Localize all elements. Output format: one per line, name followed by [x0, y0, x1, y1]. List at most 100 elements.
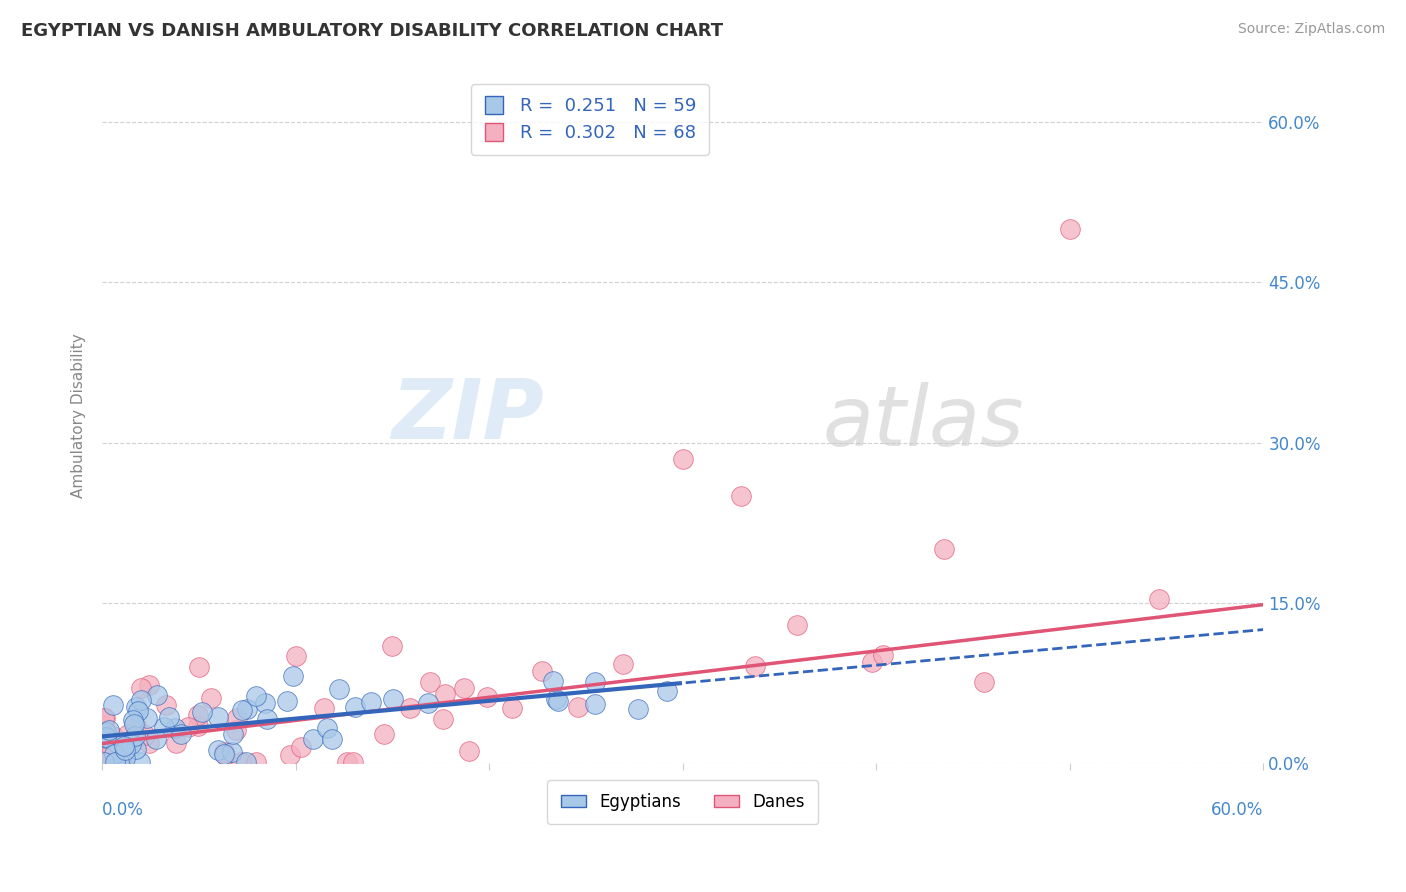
Point: [146, 688, 169, 702]
Point: [135, 710, 157, 724]
Point: [170, 727, 193, 741]
Point: [104, 754, 127, 768]
Point: [94, 755, 117, 769]
Point: [191, 705, 214, 719]
Point: [1059, 222, 1081, 236]
Point: [93, 719, 115, 733]
Point: [231, 703, 253, 717]
Point: [221, 745, 243, 759]
Point: [530, 664, 553, 678]
Text: 60.0%: 60.0%: [1211, 800, 1264, 819]
Point: [138, 736, 160, 750]
Point: [373, 727, 395, 741]
Point: [672, 451, 695, 466]
Point: [125, 719, 148, 733]
Point: [544, 691, 567, 706]
Point: [382, 692, 405, 706]
Point: [932, 542, 955, 557]
Point: [165, 736, 187, 750]
Point: [730, 489, 752, 503]
Point: [134, 728, 156, 742]
Point: [786, 618, 808, 632]
Point: [583, 674, 606, 689]
Point: [381, 639, 404, 653]
Point: [276, 694, 298, 708]
Point: [290, 739, 312, 754]
Point: [245, 755, 267, 769]
Point: [94, 730, 117, 744]
Point: [419, 675, 441, 690]
Point: [101, 729, 124, 743]
Point: [567, 700, 589, 714]
Point: [103, 747, 125, 761]
Point: [112, 739, 135, 753]
Point: [98, 723, 121, 738]
Text: EGYPTIAN VS DANISH AMBULATORY DISABILITY CORRELATION CHART: EGYPTIAN VS DANISH AMBULATORY DISABILITY…: [21, 22, 723, 40]
Point: [245, 690, 267, 704]
Point: [138, 678, 160, 692]
Point: [145, 732, 167, 747]
Point: [225, 723, 247, 737]
Point: [283, 669, 305, 683]
Point: [1147, 592, 1170, 607]
Point: [284, 649, 307, 664]
Point: [541, 674, 564, 689]
Point: [153, 720, 176, 734]
Point: [973, 674, 995, 689]
Point: [122, 716, 145, 731]
Point: [207, 710, 229, 724]
Point: [93, 711, 115, 725]
Point: [177, 720, 200, 734]
Point: [655, 684, 678, 698]
Point: [100, 741, 122, 756]
Point: [117, 727, 139, 741]
Point: [254, 696, 277, 710]
Point: [157, 710, 180, 724]
Point: [316, 722, 339, 736]
Point: [114, 743, 136, 757]
Point: [93, 755, 115, 769]
Point: [236, 701, 259, 715]
Point: [188, 660, 211, 674]
Point: [226, 711, 249, 725]
Point: [343, 700, 366, 714]
Point: [124, 729, 146, 743]
Point: [212, 745, 235, 759]
Point: [107, 755, 129, 769]
Point: [214, 747, 236, 761]
Point: [121, 713, 143, 727]
Point: [110, 755, 132, 769]
Point: [129, 693, 152, 707]
Point: [335, 755, 357, 769]
Point: [278, 747, 301, 762]
Point: [398, 701, 420, 715]
Point: [231, 755, 253, 769]
Point: [321, 731, 343, 746]
Point: [187, 708, 209, 723]
Point: [120, 738, 142, 752]
Point: [860, 655, 883, 669]
Point: [105, 736, 128, 750]
Point: [94, 711, 117, 725]
Point: [207, 742, 229, 756]
Point: [302, 732, 325, 747]
Point: [214, 748, 236, 763]
Y-axis label: Ambulatory Disability: Ambulatory Disability: [72, 334, 86, 499]
Point: [103, 698, 125, 712]
Point: [627, 702, 650, 716]
Point: [418, 696, 440, 710]
Text: atlas: atlas: [823, 383, 1024, 463]
Point: [872, 648, 894, 663]
Point: [114, 751, 136, 765]
Point: [457, 744, 479, 758]
Point: [342, 755, 364, 769]
Point: [101, 755, 124, 769]
Point: [501, 700, 523, 714]
Point: [744, 659, 766, 673]
Point: [612, 657, 634, 671]
Point: [200, 690, 222, 705]
Point: [128, 755, 150, 769]
Point: [127, 704, 149, 718]
Point: [187, 719, 209, 733]
Point: [432, 712, 454, 726]
